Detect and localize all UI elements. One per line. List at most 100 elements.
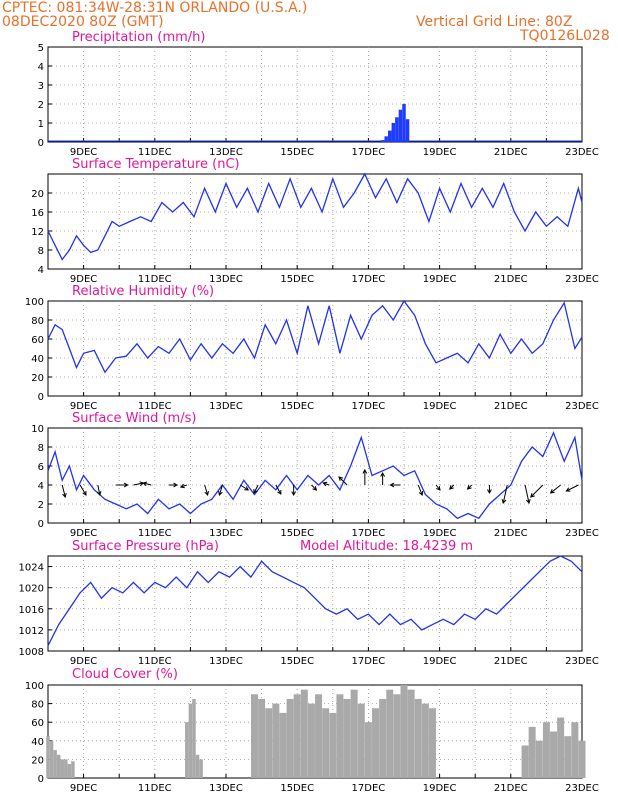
cloud-bar (550, 731, 558, 778)
wind-arrow (253, 484, 259, 494)
cloud-bar (372, 708, 380, 778)
wind-xtick-label: 23DEC (565, 528, 599, 539)
cloud-bar (286, 698, 294, 778)
wind-series-line (47, 431, 583, 520)
wind-arrow (530, 484, 544, 498)
wind-xtick-label: 13DEC (209, 528, 243, 539)
wind-arrow (501, 484, 508, 505)
cloud-frame (47, 684, 583, 779)
rh-xtick-label: 11DEC (138, 401, 172, 412)
cloud-bar (564, 736, 572, 778)
wind-arrow (338, 476, 348, 486)
wind-arrow (565, 484, 579, 492)
cloud-ytick-label: 60 (31, 718, 44, 729)
rh-ytick-label: 0 (38, 392, 44, 403)
wind-arrow-shaft (204, 484, 209, 496)
precip-bar (405, 119, 410, 142)
temp-xtick-label: 19DEC (423, 274, 457, 285)
cloud-bar (535, 740, 543, 778)
wind-ytick-label: 6 (38, 462, 44, 473)
cloud-bar (386, 689, 394, 778)
temp-frame (47, 173, 583, 270)
precip-xtick-label: 11DEC (138, 147, 172, 158)
wind-arrow-head (218, 490, 223, 496)
cloud-bar (315, 694, 323, 778)
cloud-xtick-label: 13DEC (209, 783, 243, 794)
cloud-bar (199, 759, 203, 778)
wind-arrow (549, 484, 561, 494)
precip-ytick-label: 3 (38, 81, 44, 92)
pressure-xtick-label: 11DEC (138, 656, 172, 667)
cloud-bar (364, 722, 372, 778)
rh-xtick-label: 13DEC (209, 401, 243, 412)
wind-arrow-head (277, 490, 282, 495)
temp-ytick-label: 4 (38, 265, 44, 276)
cloud-bar (300, 689, 308, 778)
pressure-ytick-label: 1012 (19, 626, 44, 637)
wind-arrow-head (291, 491, 297, 497)
wind-arrow-shaft (239, 484, 249, 491)
wind-ytick-label: 4 (38, 481, 44, 492)
pressure-ytick-label: 1008 (19, 647, 44, 658)
pressure-xtick-label: 21DEC (494, 656, 528, 667)
wind-arrow (449, 484, 455, 490)
rh-xtick-label: 17DEC (352, 401, 386, 412)
precip-bar (395, 117, 399, 142)
pressure-subtitle: Model Altitude: 18.4239 m (300, 539, 473, 554)
wind-arrow-shaft (218, 484, 223, 496)
wind-arrow (311, 484, 318, 491)
cloud-ytick-label: 40 (31, 737, 44, 748)
rh-xtick-label: 15DEC (280, 401, 314, 412)
wind-xtick-label: 15DEC (280, 528, 314, 539)
cloud-bar (343, 698, 351, 778)
wind-panel: 9DEC 11DEC 13DEC 15DEC 17DEC 19DEC 21DEC 23DEC 0… (31, 411, 599, 539)
precip-ytick-label: 5 (38, 43, 44, 54)
cloud-bar (272, 703, 280, 778)
wind-arrow-head (530, 493, 535, 498)
cloud-bar (414, 698, 422, 778)
wind-arrow-head (96, 491, 102, 497)
cloud-bar (64, 759, 68, 778)
wind-arrow (417, 484, 424, 496)
temp-xtick-label: 23DEC (565, 274, 599, 285)
temp-ytick-label: 8 (38, 246, 44, 257)
wind-xtick-label: 17DEC (352, 528, 386, 539)
cloud-bar (571, 722, 579, 778)
precip-xtick-label: 19DEC (423, 147, 457, 158)
pressure-xtick-label: 15DEC (280, 656, 314, 667)
cloud-panel: 9DEC 11DEC 13DEC 15DEC 17DEC 19DEC 21DEC 23DEC 0… (25, 667, 599, 794)
cloud-ytick-label: 80 (31, 700, 44, 711)
cloud-bar (250, 694, 258, 778)
wind-arrow-shaft (417, 484, 423, 496)
cloud-xtick-label: 9DEC (70, 783, 97, 794)
cloud-bar (542, 722, 550, 778)
wind-arrow-shaft (97, 484, 101, 496)
cloud-bar (258, 698, 266, 778)
cloud-bar (557, 717, 565, 778)
cloud-bar (428, 708, 436, 778)
temp-ytick-label: 16 (31, 208, 44, 219)
temp-xtick-label: 17DEC (352, 274, 386, 285)
wind-frame (47, 427, 583, 524)
cloud-bar (400, 685, 408, 778)
precip-frame (47, 46, 583, 143)
rh-title: Relative Humidity (%) (72, 284, 214, 299)
wind-arrow-head (322, 481, 328, 487)
pressure-xtick-label: 9DEC (70, 656, 97, 667)
wind-arrow-shaft (566, 484, 579, 492)
temp-xtick-label: 9DEC (70, 274, 97, 285)
pressure-xtick-label: 19DEC (423, 656, 457, 667)
cloud-bar (293, 694, 301, 778)
pressure-ytick-label: 1020 (19, 584, 44, 595)
wind-arrow-head (244, 486, 250, 491)
wind-xtick-label: 19DEC (423, 528, 457, 539)
wind-arrow-head (487, 489, 492, 495)
header-line2-left: 08DEC2020 80Z (GMT) (2, 14, 164, 30)
cloud-bar (336, 694, 344, 778)
wind-arrow-shaft (61, 484, 66, 498)
cloud-bar (329, 712, 337, 778)
precip-bar (388, 130, 392, 142)
wind-ytick-label: 10 (31, 424, 44, 435)
wind-arrow-head (82, 490, 87, 496)
